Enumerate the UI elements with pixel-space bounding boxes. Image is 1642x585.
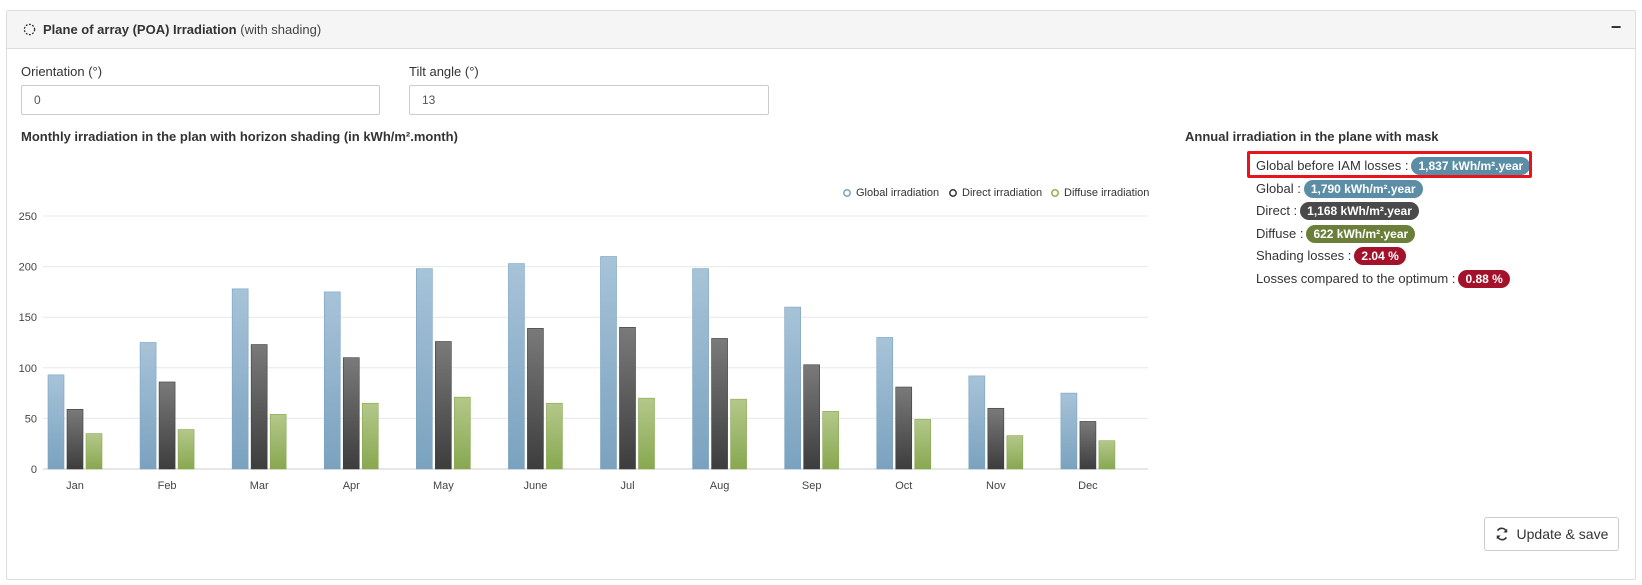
x-tick-label: Sep bbox=[802, 480, 822, 492]
update-save-label: Update & save bbox=[1516, 526, 1609, 542]
bar bbox=[47, 374, 65, 470]
chart-legend: Global irradiation Direct irradiation Diff… bbox=[843, 187, 1149, 199]
y-tick-label: 250 bbox=[19, 211, 37, 223]
legend-label: Global irradiation bbox=[856, 187, 939, 199]
x-tick-label: Apr bbox=[343, 480, 360, 492]
bar bbox=[822, 411, 839, 470]
tilt-angle-label: Tilt angle (°) bbox=[409, 64, 479, 79]
y-tick-label: 100 bbox=[19, 363, 37, 375]
annual-row: Losses compared to the optimum :0.88 % bbox=[1256, 270, 1510, 288]
x-tick-label: Aug bbox=[710, 480, 730, 492]
annual-row-label: Global : bbox=[1256, 181, 1301, 196]
annual-row: Global :1,790 kWh/m².year bbox=[1256, 180, 1423, 198]
bar bbox=[1060, 392, 1078, 470]
x-tick-label: Mar bbox=[250, 480, 269, 492]
bar bbox=[250, 344, 268, 470]
legend-label: Diffuse irradiation bbox=[1064, 187, 1149, 199]
bar bbox=[711, 338, 728, 470]
annual-title: Annual irradiation in the plane with mas… bbox=[1185, 129, 1439, 144]
orientation-label: Orientation (°) bbox=[21, 64, 103, 79]
annual-row-label: Diffuse : bbox=[1256, 226, 1304, 241]
x-tick-label: Dec bbox=[1078, 480, 1098, 492]
bar bbox=[269, 414, 287, 470]
x-tick-label: Jul bbox=[620, 480, 634, 492]
annual-row-label: Direct : bbox=[1256, 203, 1298, 218]
bar bbox=[914, 419, 932, 470]
bar bbox=[361, 402, 379, 470]
bar bbox=[987, 407, 1005, 470]
panel-header[interactable]: Plane of array (POA) Irradiation (with s… bbox=[7, 11, 1635, 49]
refresh-icon bbox=[1496, 527, 1507, 541]
chart-title: Monthly irradiation in the plan with hor… bbox=[21, 129, 458, 144]
bar bbox=[895, 386, 913, 470]
y-tick-label: 200 bbox=[19, 262, 37, 274]
bar bbox=[546, 402, 563, 470]
annual-row: Global before IAM losses :1,837 kWh/m².y… bbox=[1256, 157, 1531, 175]
spinner-icon bbox=[23, 23, 36, 36]
orientation-input[interactable] bbox=[21, 85, 380, 115]
collapse-button[interactable]: − bbox=[1610, 17, 1622, 37]
annual-row-badge: 0.88 % bbox=[1458, 270, 1510, 288]
annual-row-badge: 1,790 kWh/m².year bbox=[1303, 180, 1423, 198]
x-tick-label: Oct bbox=[895, 480, 912, 492]
annual-row-badge: 2.04 % bbox=[1354, 247, 1406, 265]
bar bbox=[600, 256, 617, 470]
bar bbox=[231, 288, 249, 470]
panel-title-text: Plane of array (POA) Irradiation bbox=[43, 22, 237, 37]
bar bbox=[692, 268, 709, 470]
annual-row-label: Global before IAM losses : bbox=[1256, 158, 1409, 173]
bar bbox=[66, 408, 84, 470]
bar bbox=[1098, 440, 1116, 470]
x-tick-label: Jan bbox=[66, 480, 84, 492]
bar bbox=[85, 433, 103, 470]
x-tick-label: Feb bbox=[158, 480, 177, 492]
chart-grid bbox=[43, 215, 1148, 470]
bar bbox=[968, 375, 986, 470]
annual-row-badge: 1,168 kWh/m².year bbox=[1300, 202, 1419, 220]
bar bbox=[323, 291, 341, 470]
x-tick-label: June bbox=[523, 480, 547, 492]
panel-subtitle: (with shading) bbox=[240, 22, 322, 37]
legend-marker bbox=[843, 189, 851, 197]
bar bbox=[139, 342, 157, 470]
bar bbox=[1079, 421, 1097, 470]
bar bbox=[1006, 435, 1024, 470]
annual-row-label: Shading losses : bbox=[1256, 248, 1352, 263]
bar bbox=[508, 263, 525, 470]
tilt-angle-input[interactable] bbox=[409, 85, 769, 115]
annual-row-label: Losses compared to the optimum : bbox=[1256, 271, 1456, 286]
annual-row: Diffuse :622 kWh/m².year bbox=[1256, 225, 1416, 243]
annual-row-badge: 622 kWh/m².year bbox=[1306, 225, 1416, 243]
bar bbox=[454, 396, 471, 470]
bar bbox=[619, 327, 636, 470]
panel-title: Plane of array (POA) Irradiation (with s… bbox=[43, 22, 321, 37]
x-tick-label: Nov bbox=[986, 480, 1006, 492]
bar bbox=[527, 328, 544, 470]
annual-row: Shading losses :2.04 % bbox=[1256, 247, 1406, 265]
x-tick-label: May bbox=[433, 480, 454, 492]
bar bbox=[416, 268, 433, 470]
bar bbox=[638, 397, 655, 470]
annual-row-badge: 1,837 kWh/m².year bbox=[1411, 157, 1531, 175]
bar bbox=[435, 341, 452, 470]
update-save-button[interactable]: Update & save bbox=[1484, 517, 1619, 551]
chart-bars bbox=[47, 256, 1116, 470]
bar bbox=[342, 357, 360, 470]
bar bbox=[177, 429, 195, 470]
bar bbox=[876, 337, 894, 470]
bar bbox=[784, 306, 801, 470]
y-tick-label: 50 bbox=[25, 413, 37, 425]
annual-row: Direct :1,168 kWh/m².year bbox=[1256, 202, 1419, 220]
bar bbox=[158, 381, 176, 470]
legend-label: Direct irradiation bbox=[962, 187, 1042, 199]
bar bbox=[803, 364, 820, 470]
y-tick-label: 150 bbox=[19, 312, 37, 324]
highlight-box bbox=[1247, 151, 1532, 178]
legend-marker bbox=[949, 189, 957, 197]
y-tick-label: 0 bbox=[31, 464, 37, 476]
legend-marker bbox=[1051, 189, 1059, 197]
bar bbox=[730, 398, 747, 470]
monthly-irradiation-chart: 0 50 100 150 200 250 Jan Feb Mar Apr May June Jul Aug… bbox=[19, 187, 1150, 492]
chart-axes: 0 50 100 150 200 250 Jan Feb Mar Apr May June Jul Aug… bbox=[19, 211, 1099, 492]
